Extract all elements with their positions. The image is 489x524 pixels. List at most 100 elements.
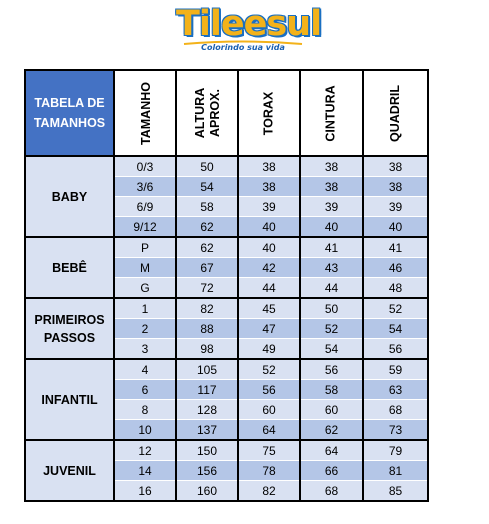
size-cell: 54: [299, 338, 364, 360]
size-cell: 52: [299, 318, 364, 339]
size-cell: 41: [299, 236, 364, 258]
logo-wordmark: Tileesul: [176, 4, 322, 44]
size-cell: 16: [113, 480, 177, 502]
column-header-label: QUADRIL: [387, 85, 402, 142]
category-cell: INFANTIL: [24, 358, 115, 441]
size-cell: 41: [362, 236, 429, 258]
size-cell: 79: [362, 439, 429, 461]
size-cell: 48: [362, 277, 429, 299]
size-cell: 6/9: [113, 196, 177, 217]
logo-tagline: Colorindo sua vida: [201, 43, 285, 52]
size-cell: M: [113, 257, 177, 278]
size-cell: 78: [237, 460, 301, 481]
size-cell: 39: [362, 196, 429, 217]
size-cell: 0/3: [113, 155, 177, 177]
table-row: 8 128 60 60 68: [25, 399, 429, 420]
size-cell: 68: [362, 399, 429, 420]
size-cell: 52: [362, 297, 429, 319]
column-header-label: TORAX: [261, 91, 276, 136]
size-cell: 60: [299, 399, 364, 420]
size-cell: 44: [237, 277, 301, 299]
table-row: M 67 42 43 46: [25, 257, 429, 278]
size-cell: 60: [237, 399, 301, 420]
size-cell: 98: [175, 338, 239, 360]
size-cell: 73: [362, 419, 429, 441]
size-cell: 66: [299, 460, 364, 481]
size-cell: G: [113, 277, 177, 299]
table-row: 6/9 58 39 39 39: [25, 196, 429, 217]
size-cell: 50: [175, 155, 239, 177]
size-cell: 40: [299, 216, 364, 238]
size-cell: 63: [362, 379, 429, 400]
size-cell: 8: [113, 399, 177, 420]
size-table: TABELA DE TAMANHOS TAMANHO ALTURA APROX.…: [24, 69, 429, 502]
size-cell: 88: [175, 318, 239, 339]
size-cell: 105: [175, 358, 239, 380]
table-row: PRIMEIROS PASSOS 1 82 45 50 52: [24, 297, 429, 360]
size-cell: 40: [237, 216, 301, 238]
size-cell: 58: [175, 196, 239, 217]
size-table-body: BABY 0/3 50 38 38 38 3/6 54 38 38 38 6/9 58 39 39 39 9/1…: [24, 155, 429, 502]
size-cell: 64: [237, 419, 301, 441]
size-cell: 56: [237, 379, 301, 400]
size-cell: 44: [299, 277, 364, 299]
table-row: 16 160 82 68 85: [25, 480, 429, 502]
table-row: JUVENIL 12 150 75 64 79: [24, 439, 429, 502]
table-row: 14 156 78 66 81: [25, 460, 429, 481]
table-row: G 72 44 44 48: [25, 277, 429, 299]
size-cell: 64: [299, 439, 364, 461]
size-table-header-row: TABELA DE TAMANHOS TAMANHO ALTURA APROX.…: [24, 69, 429, 157]
size-cell: 46: [362, 257, 429, 278]
category-cell: BABY: [24, 155, 115, 238]
size-cell: 54: [175, 176, 239, 197]
column-header-label: ALTURA APROX.: [193, 87, 222, 138]
size-cell: P: [113, 236, 177, 258]
table-row: BABY 0/3 50 38 38 38: [24, 155, 429, 238]
size-cell: 72: [175, 277, 239, 299]
size-cell: 117: [175, 379, 239, 400]
size-cell: 54: [362, 318, 429, 339]
size-cell: 81: [362, 460, 429, 481]
size-cell: 137: [175, 419, 239, 441]
size-cell: 45: [237, 297, 301, 319]
size-cell: 85: [362, 480, 429, 502]
category-cell: BEBÊ: [24, 236, 115, 299]
column-header: TAMANHO: [113, 69, 177, 157]
table-row: 3/6 54 38 38 38: [25, 176, 429, 197]
size-cell: 10: [113, 419, 177, 441]
size-cell: 6: [113, 379, 177, 400]
size-cell: 38: [299, 155, 364, 177]
size-cell: 62: [175, 236, 239, 258]
size-cell: 82: [175, 297, 239, 319]
size-cell: 62: [175, 216, 239, 238]
size-cell: 56: [362, 338, 429, 360]
column-header-label: TAMANHO: [138, 82, 153, 145]
size-cell: 47: [237, 318, 301, 339]
size-cell: 56: [299, 358, 364, 380]
size-cell: 14: [113, 460, 177, 481]
table-row: INFANTIL 4 105 52 56 59: [24, 358, 429, 441]
size-cell: 38: [237, 155, 301, 177]
column-header: ALTURA APROX.: [175, 69, 239, 157]
size-cell: 1: [113, 297, 177, 319]
size-cell: 4: [113, 358, 177, 380]
brand-logo: Tileesul Colorindo sua vida: [176, 2, 322, 62]
size-cell: 38: [362, 155, 429, 177]
size-cell: 156: [175, 460, 239, 481]
column-header-label: CINTURA: [324, 85, 338, 142]
size-cell: 58: [299, 379, 364, 400]
category-cell: JUVENIL: [24, 439, 115, 502]
size-cell: 62: [299, 419, 364, 441]
size-cell: 82: [237, 480, 301, 502]
size-cell: 38: [299, 176, 364, 197]
size-cell: 50: [299, 297, 364, 319]
size-cell: 52: [237, 358, 301, 380]
size-cell: 67: [175, 257, 239, 278]
size-cell: 38: [362, 176, 429, 197]
size-cell: 40: [237, 236, 301, 258]
table-row: BEBÊ P 62 40 41 41: [24, 236, 429, 299]
size-cell: 43: [299, 257, 364, 278]
size-cell: 39: [299, 196, 364, 217]
size-cell: 3: [113, 338, 177, 360]
table-row: 2 88 47 52 54: [25, 318, 429, 339]
